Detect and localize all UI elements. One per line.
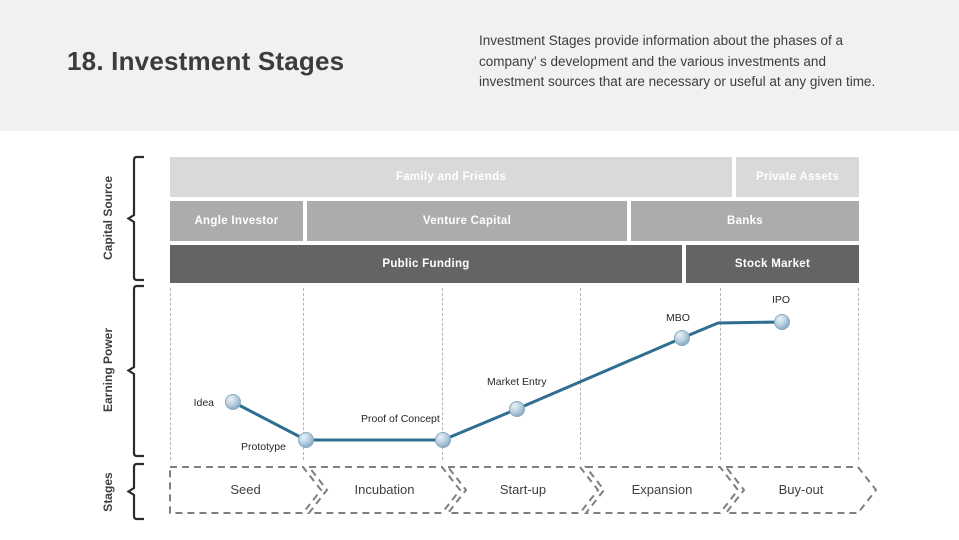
bar-angle-investor: Angle Investor [170, 201, 303, 241]
milestone-idea-label: Idea [193, 397, 214, 409]
milestone-prototype-marker [298, 432, 314, 448]
milestone-market-entry-marker [509, 401, 525, 417]
bar-family-and-friends: Family and Friends [170, 157, 732, 197]
earning-power-bracket [126, 284, 144, 458]
bar-venture-capital: Venture Capital [307, 201, 627, 241]
section-brackets [126, 155, 144, 521]
description-line: investment sources that are necessary or… [479, 74, 876, 89]
milestone-idea-marker [225, 394, 241, 410]
stage-incubation-label: Incubation [354, 482, 415, 497]
milestone-proof-of-concept-label: Proof of Concept [361, 413, 440, 425]
bar-stock-market: Stock Market [686, 245, 859, 283]
stage-column-divider [580, 288, 581, 460]
stage-column-divider [442, 288, 443, 460]
stage-column-divider [170, 288, 171, 460]
bar-banks: Banks [631, 201, 859, 241]
milestone-mbo-marker [674, 330, 690, 346]
stage-buyout-label: Buy-out [778, 482, 824, 497]
bar-public-funding: Public Funding [170, 245, 682, 283]
stages-bracket [126, 462, 144, 521]
page-title: 18. Investment Stages [67, 46, 345, 76]
milestone-prototype-label: Prototype [241, 441, 286, 453]
header-band [0, 0, 959, 131]
milestone-market-entry-label: Market Entry [487, 376, 547, 388]
milestone-ipo-label: IPO [772, 294, 791, 306]
description-line: company’ s development and the various i… [479, 53, 826, 69]
stages-label: Stages [101, 472, 115, 512]
stage-column-divider [858, 288, 859, 460]
capital-source-bracket [126, 155, 144, 282]
stage-column-divider [720, 288, 721, 460]
bar-private-assets: Private Assets [736, 157, 859, 197]
stage-expansion-label: Expansion [631, 482, 693, 497]
stage-column-divider [303, 288, 304, 460]
slide-description: Investment Stages provide information ab… [479, 31, 875, 93]
milestone-proof-of-concept-marker [435, 432, 451, 448]
description-line: Investment Stages provide information ab… [479, 33, 843, 48]
capital-source-label: Capital Source [101, 175, 115, 261]
milestone-ipo-marker [774, 314, 790, 330]
earning-power-label: Earning Power [101, 327, 115, 413]
stage-startup-label: Start-up [499, 482, 547, 497]
stage-seed-label: Seed [230, 482, 261, 497]
milestone-mbo-label: MBO [666, 312, 690, 324]
